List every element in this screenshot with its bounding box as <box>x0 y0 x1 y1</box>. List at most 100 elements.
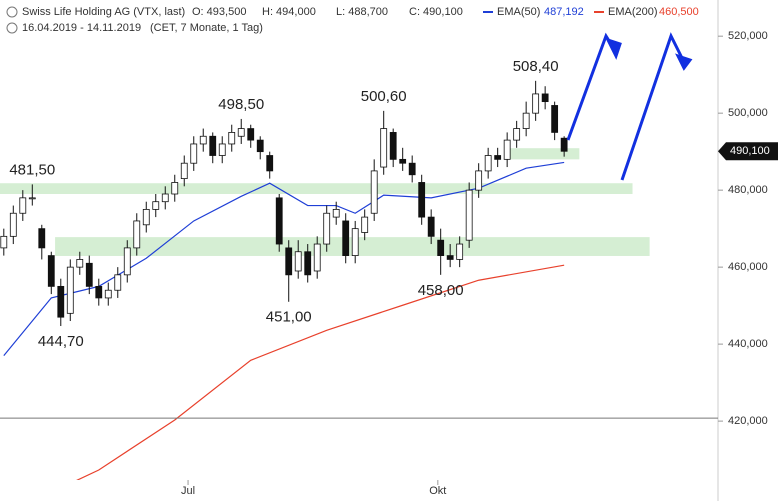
candle-body <box>304 251 312 276</box>
annotation: 500,60 <box>361 88 407 105</box>
candle-body <box>38 228 46 249</box>
candle-body <box>532 93 540 114</box>
annotation: 481,50 <box>9 161 55 178</box>
ohlc-label: C: 490,100 <box>409 6 463 18</box>
candle-body <box>446 255 454 260</box>
x-tick-label: Okt <box>429 485 446 497</box>
candle-body <box>551 105 559 133</box>
candle-body <box>85 262 93 287</box>
price-tag-label: 490,100 <box>730 145 770 157</box>
title: Swiss Life Holding AG (VTX, last) <box>22 6 185 18</box>
candle-body <box>285 247 293 276</box>
arrowhead <box>675 53 693 71</box>
candle-body <box>294 251 302 272</box>
legend-label: EMA(200) <box>608 6 658 18</box>
candle-body <box>456 243 464 260</box>
candle-body <box>522 112 530 129</box>
candle-body <box>513 128 521 141</box>
candles <box>0 80 568 327</box>
annotation: 444,70 <box>38 333 84 350</box>
lines <box>3 161 565 480</box>
y-tick-label: 520,000 <box>728 30 768 42</box>
candle-body <box>0 235 8 249</box>
icon <box>6 22 18 34</box>
candle-body <box>123 247 131 276</box>
candle-body <box>427 216 435 237</box>
y-tick-label: 440,000 <box>728 338 768 350</box>
annotation: 508,40 <box>513 58 559 75</box>
candle-body <box>351 228 359 256</box>
ohlc-label: H: 494,000 <box>262 6 316 18</box>
candle-body <box>95 285 103 299</box>
zone <box>504 148 580 160</box>
y-tick-label: 500,000 <box>728 107 768 119</box>
date-range: 16.04.2019 - 14.11.2019 <box>22 22 141 34</box>
price-tag <box>718 142 778 161</box>
candle-body <box>190 143 198 164</box>
candle-body <box>475 170 483 191</box>
candle-body <box>47 255 55 287</box>
candle-body <box>503 139 511 160</box>
candle-body <box>541 93 549 103</box>
candle-body <box>418 182 426 218</box>
arrow <box>620 32 686 181</box>
candle-body <box>380 128 388 168</box>
candle-body <box>332 208 340 218</box>
annotation: 451,00 <box>266 309 312 326</box>
y-tick-label: 460,000 <box>728 261 768 273</box>
candle-body <box>437 239 445 256</box>
candle-body <box>57 285 65 318</box>
candle-body <box>399 158 407 164</box>
candle-body <box>142 208 150 226</box>
candle-body <box>361 216 369 233</box>
candle-body <box>560 137 568 152</box>
candle-body <box>161 193 169 203</box>
candle-body <box>237 128 245 137</box>
arrows <box>566 32 693 181</box>
arrow <box>566 32 618 141</box>
candle-body <box>209 135 217 156</box>
candle-body <box>408 162 416 176</box>
candle-body <box>275 197 283 245</box>
legend-value: 460,500 <box>659 6 699 18</box>
candle-body <box>323 212 331 245</box>
legend-label: EMA(50) <box>497 6 540 18</box>
y-tick-label: 420,000 <box>728 415 768 427</box>
candle-body <box>152 201 160 210</box>
candle-body <box>171 182 179 195</box>
legend-value: 487,192 <box>544 6 584 18</box>
candle-body <box>247 128 255 141</box>
candle-body <box>266 155 274 172</box>
ohlc-label: O: 493,500 <box>192 6 246 18</box>
candle-body <box>228 132 236 145</box>
candle-body <box>465 189 473 241</box>
candle-body <box>76 259 84 268</box>
x-tick-label: Jul <box>181 485 195 497</box>
candle-body <box>28 197 36 200</box>
candle-body <box>114 274 122 291</box>
candle-body <box>218 143 226 156</box>
candle-body <box>313 243 321 272</box>
candle-body <box>494 155 502 160</box>
zone <box>0 183 633 195</box>
candle-body <box>256 139 264 153</box>
candle-body <box>342 220 350 256</box>
candle-body <box>133 220 141 249</box>
candle-body <box>19 197 27 214</box>
arrowhead <box>605 37 622 60</box>
candle-body <box>66 266 74 314</box>
candle-body <box>9 212 17 237</box>
ema-line <box>76 264 565 480</box>
candle-body <box>370 170 378 214</box>
ohlc-label: L: 488,700 <box>336 6 388 18</box>
candle-body <box>104 289 112 299</box>
annotation: 498,50 <box>218 96 264 113</box>
y-tick-label: 480,000 <box>728 184 768 196</box>
candle-body <box>180 162 188 180</box>
candle-body <box>484 155 492 172</box>
annotation: 458,00 <box>418 282 464 299</box>
candle-body <box>389 132 397 160</box>
icon <box>6 6 18 18</box>
candle-body <box>199 135 207 145</box>
